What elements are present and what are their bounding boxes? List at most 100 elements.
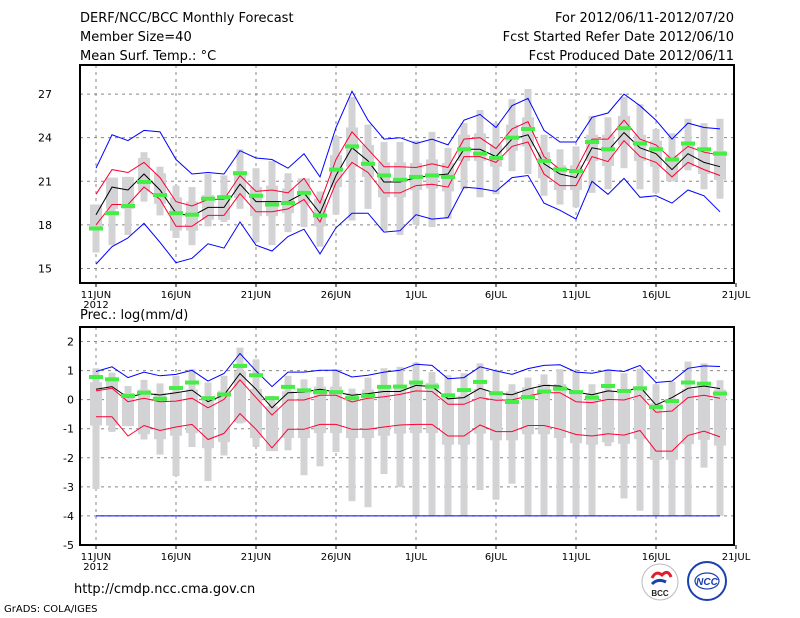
green-marker bbox=[585, 395, 599, 400]
ensemble-box bbox=[666, 402, 678, 460]
y-tick-label: 15 bbox=[38, 262, 52, 275]
ensemble-box bbox=[362, 389, 374, 439]
ensemble-range-bar bbox=[540, 374, 548, 516]
x-tick-label: 16JUL bbox=[642, 290, 671, 301]
x-tick-label: 6JUL bbox=[485, 290, 508, 301]
green-marker bbox=[457, 388, 471, 393]
precipitation-chart: 2 1 0 -1 -2 -3 -4 -5 11JUN 16JUN 21JUN 26JUN 1JUL 6JU… bbox=[63, 326, 751, 573]
green-marker bbox=[441, 393, 455, 398]
green-marker bbox=[217, 392, 231, 397]
ensemble-range-bar bbox=[444, 375, 452, 516]
green-marker bbox=[265, 202, 279, 207]
green-marker bbox=[361, 161, 375, 166]
series-max-line bbox=[95, 352, 721, 388]
green-marker bbox=[409, 174, 423, 179]
source-url[interactable]: http://cmdp.ncc.cma.gov.cn bbox=[74, 582, 256, 597]
temperature-chart: 15 18 21 24 27 11JUN 16JUN 21JUN 26JUN 1JUL 6JUL 11… bbox=[38, 64, 751, 311]
green-marker bbox=[697, 147, 711, 152]
y-tick-label: 2 bbox=[67, 336, 74, 349]
green-marker bbox=[121, 393, 135, 398]
green-marker bbox=[713, 151, 727, 156]
green-marker bbox=[137, 179, 151, 184]
green-marker bbox=[553, 386, 567, 391]
x-year-label: 2012 bbox=[83, 300, 108, 311]
y-tick-label: 18 bbox=[38, 219, 52, 232]
ensemble-range-bar bbox=[636, 368, 644, 511]
green-marker bbox=[345, 144, 359, 149]
ensemble-box bbox=[554, 383, 566, 439]
ensemble-box bbox=[618, 391, 630, 444]
green-marker bbox=[297, 388, 311, 393]
ensemble-box bbox=[714, 389, 726, 446]
ensemble-box bbox=[698, 386, 710, 440]
green-marker bbox=[153, 396, 167, 401]
ensemble-box bbox=[282, 391, 294, 439]
green-marker bbox=[233, 363, 247, 368]
x-tick-label: 16JUN bbox=[161, 290, 191, 301]
green-marker bbox=[697, 381, 711, 386]
x-tick-label: 6JUL bbox=[485, 552, 508, 563]
green-marker bbox=[457, 147, 471, 152]
green-marker bbox=[585, 140, 599, 145]
ensemble-box bbox=[682, 388, 694, 445]
green-marker bbox=[361, 393, 375, 398]
x-tick-label: 26JUN bbox=[321, 290, 351, 301]
green-marker bbox=[185, 212, 199, 217]
ensemble-box bbox=[490, 144, 502, 167]
green-marker bbox=[489, 391, 503, 396]
ensemble-range-bar bbox=[92, 368, 100, 489]
ensemble-box bbox=[394, 385, 406, 434]
member-size: Member Size=40 bbox=[80, 30, 192, 45]
ensemble-box bbox=[154, 392, 166, 440]
x-tick-label: 21JUN bbox=[241, 552, 271, 563]
green-marker bbox=[169, 211, 183, 216]
green-marker bbox=[217, 195, 231, 200]
ensemble-box bbox=[650, 403, 662, 460]
temp-panel-label: Mean Surf. Temp.: °C bbox=[80, 49, 217, 64]
green-marker bbox=[681, 141, 695, 146]
series-mean-line bbox=[95, 131, 721, 217]
green-marker bbox=[281, 201, 295, 206]
green-marker bbox=[441, 174, 455, 179]
green-marker bbox=[537, 158, 551, 163]
green-marker bbox=[345, 396, 359, 401]
ensemble-box bbox=[538, 383, 550, 435]
y-tick-label: 27 bbox=[38, 88, 52, 101]
green-marker bbox=[329, 167, 343, 172]
green-marker bbox=[329, 390, 343, 395]
y-tick-label: -2 bbox=[63, 452, 74, 465]
green-marker bbox=[665, 157, 679, 162]
ensemble-box bbox=[698, 147, 710, 174]
y-tick-label: -1 bbox=[63, 423, 74, 436]
ensemble-box bbox=[266, 406, 278, 452]
green-marker bbox=[377, 173, 391, 178]
green-marker bbox=[281, 384, 295, 389]
y-tick-label: -5 bbox=[63, 539, 74, 552]
green-marker bbox=[569, 390, 583, 395]
ensemble-box bbox=[714, 150, 726, 180]
green-marker bbox=[233, 171, 247, 176]
x-tick-label: 21JUL bbox=[722, 290, 751, 301]
series-mean-line bbox=[95, 372, 721, 409]
green-marker bbox=[393, 384, 407, 389]
green-marker bbox=[185, 380, 199, 385]
x-tick-label: 21JUL bbox=[722, 552, 751, 563]
green-marker bbox=[537, 389, 551, 394]
ensemble-box bbox=[426, 382, 438, 434]
ensemble-box bbox=[170, 392, 182, 436]
ensemble-box bbox=[138, 389, 150, 435]
green-marker bbox=[553, 167, 567, 172]
y-tick-label: 0 bbox=[67, 394, 74, 407]
x-tick-label: 26JUN bbox=[321, 552, 351, 563]
green-marker bbox=[409, 380, 423, 385]
ensemble-box bbox=[202, 399, 214, 449]
green-marker bbox=[377, 384, 391, 389]
green-marker bbox=[89, 226, 103, 231]
y-tick-label: 21 bbox=[38, 175, 52, 188]
green-marker bbox=[313, 213, 327, 218]
green-marker bbox=[681, 380, 695, 385]
x-year-label: 2012 bbox=[83, 562, 108, 573]
green-marker bbox=[473, 151, 487, 156]
ensemble-box bbox=[586, 393, 598, 445]
